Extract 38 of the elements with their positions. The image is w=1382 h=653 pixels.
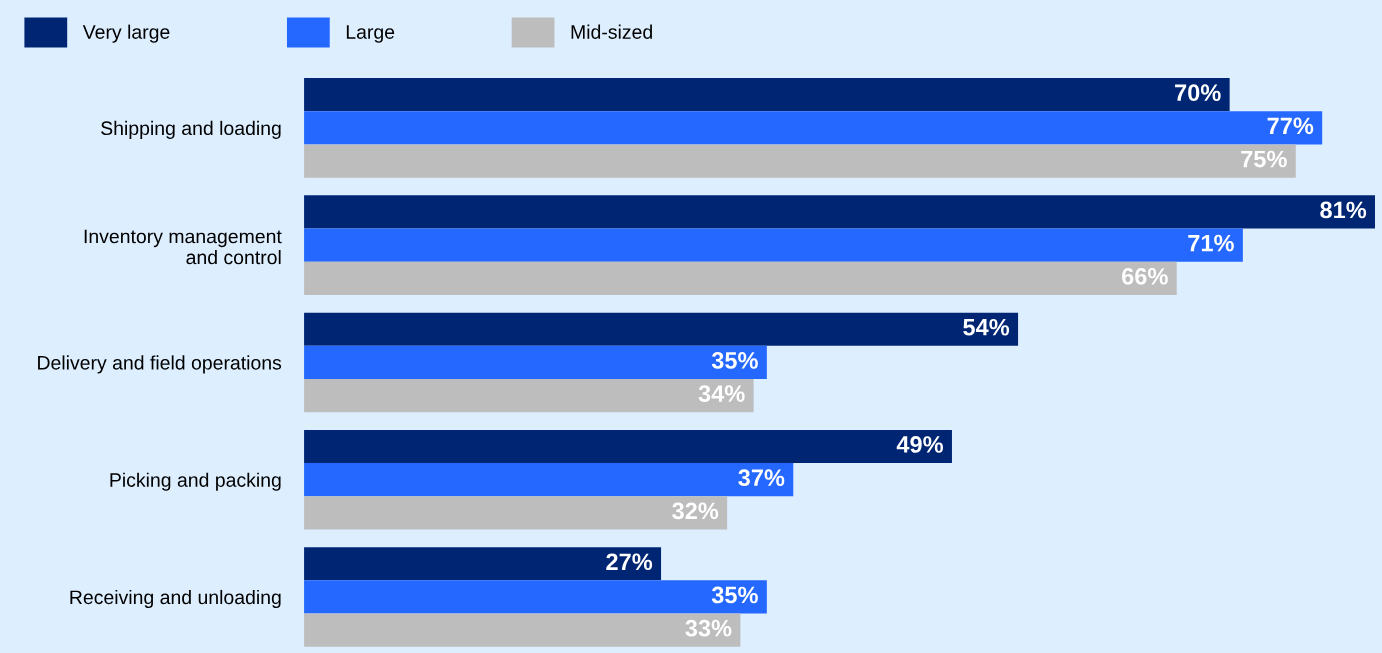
bar (304, 78, 1230, 112)
data-label: 70% (1175, 84, 1221, 102)
y-tick-label: Shipping and loading (101, 120, 281, 139)
data-label: 71% (1188, 234, 1234, 252)
data-label: 75% (1241, 150, 1287, 168)
data-label: 35% (711, 352, 758, 369)
bar (304, 429, 952, 464)
bar (304, 580, 767, 614)
bar (304, 111, 1323, 145)
bar (304, 261, 1177, 295)
data-label: 33% (685, 619, 732, 637)
y-tick-label: Receiving and unloading (70, 589, 281, 609)
legend-label: Very large (82, 24, 170, 43)
y-tick-label: Inventory management and control (84, 229, 282, 265)
bar (304, 547, 662, 581)
data-label: 35% (711, 586, 758, 604)
y-tick-label: Delivery and field operations (38, 355, 282, 374)
data-label: 66% (1122, 267, 1168, 285)
bar (304, 312, 1019, 346)
legend-label: Large (346, 25, 395, 43)
bar (304, 463, 794, 497)
data-label: 77% (1267, 117, 1314, 135)
data-label: 54% (963, 318, 1010, 336)
bar (304, 496, 728, 530)
data-label: 27% (606, 553, 653, 571)
bar (304, 613, 741, 647)
legend-label: Mid-sized (571, 24, 652, 39)
data-label: 32% (672, 502, 719, 520)
data-label: 49% (896, 436, 944, 453)
data-label: 81% (1320, 201, 1367, 219)
data-label: 37% (738, 469, 785, 487)
bar (304, 228, 1243, 262)
y-tick-label: Picking and packing (110, 472, 281, 491)
bar (304, 379, 754, 413)
data-label: 34% (698, 385, 745, 402)
bar (304, 345, 767, 380)
bar (304, 144, 1296, 178)
bar (304, 195, 1376, 229)
